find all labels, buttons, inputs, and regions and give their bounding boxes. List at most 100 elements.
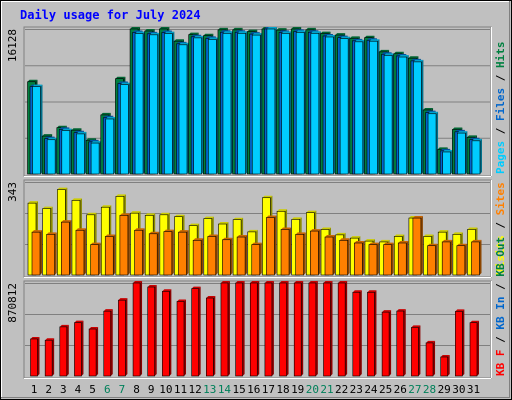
y-axis-max-label: 343 — [6, 182, 19, 202]
bar-sites-day-24 — [368, 242, 379, 276]
bar-kb-f-day-22 — [337, 281, 348, 377]
bar-kb-f-day-24 — [367, 290, 377, 377]
bar-sites-day-21 — [324, 235, 335, 276]
x-tick-label: 23 — [350, 383, 363, 396]
bar-kb-f-day-29 — [440, 354, 450, 377]
bar-sites-day-1 — [31, 230, 42, 276]
bar-sites-day-18 — [280, 227, 292, 276]
bar-kb-f-day-20 — [308, 281, 318, 377]
bars-bottom — [30, 281, 479, 377]
bar-pages-day-18 — [281, 31, 292, 175]
bar-kb-f-day-23 — [352, 290, 362, 377]
x-tick-label: 27 — [408, 383, 421, 396]
bar-kb-f-day-7 — [118, 298, 128, 377]
bar-kb-f-day-19 — [293, 281, 304, 377]
bar-sites-day-22 — [339, 238, 350, 276]
legend-item: / — [494, 121, 507, 141]
x-tick-label: 14 — [218, 383, 232, 396]
bar-sites-day-27 — [412, 216, 423, 276]
bar-pages-day-20 — [310, 31, 321, 175]
bar-kb-f-day-10 — [162, 289, 172, 377]
bar-pages-day-25 — [383, 53, 395, 175]
bar-pages-day-17 — [266, 27, 277, 175]
bars-top — [27, 27, 482, 175]
x-tick-label: 24 — [364, 383, 378, 396]
bar-pages-day-3 — [61, 128, 72, 175]
y-axis-max-label: 16128 — [6, 29, 19, 62]
y-axis-max-label: 870812 — [6, 283, 19, 323]
panel-bottom: 870812 KB F / KB In / KB Out — [6, 237, 507, 379]
panel-middle: 343 Visits / Sites — [6, 179, 507, 278]
bar-pages-day-28 — [427, 111, 439, 175]
bar-sites-day-29 — [441, 239, 453, 276]
bar-sites-day-31 — [471, 239, 482, 276]
x-tick-label: 25 — [379, 383, 392, 396]
legend-item: KB In — [494, 297, 507, 330]
legend-item: Hits — [494, 42, 507, 69]
bar-kb-f-day-13 — [206, 296, 216, 377]
panel-legend: KB F / KB In / KB Out — [494, 237, 507, 376]
bar-sites-day-7 — [119, 213, 130, 276]
bar-sites-day-10 — [163, 229, 174, 276]
bar-pages-day-6 — [105, 116, 116, 175]
bar-kb-f-day-31 — [469, 320, 479, 377]
x-tick-label: 16 — [247, 383, 260, 396]
bar-pages-day-4 — [76, 131, 87, 175]
bar-kb-f-day-18 — [279, 281, 289, 377]
bar-kb-f-day-11 — [176, 299, 186, 377]
bar-kb-f-day-3 — [59, 324, 69, 377]
bar-sites-day-20 — [310, 229, 321, 276]
bar-kb-f-day-17 — [264, 281, 274, 377]
x-tick-label: 31 — [467, 383, 480, 396]
bar-pages-day-5 — [90, 141, 102, 175]
bar-pages-day-22 — [339, 36, 351, 175]
bar-sites-day-23 — [353, 241, 365, 276]
bar-sites-day-13 — [207, 234, 218, 276]
x-axis-labels: 1 2 3 4 5 6 7 8 9 10 11 12 13 14 15 16 17 18 19 20 21 22 23 24 2… — [31, 383, 480, 396]
bar-kb-f-day-5 — [88, 327, 99, 377]
bar-pages-day-27 — [413, 59, 424, 175]
x-tick-label: 30 — [452, 383, 465, 396]
bar-pages-day-26 — [398, 55, 409, 175]
bar-sites-day-16 — [251, 242, 262, 276]
bar-pages-day-9 — [149, 32, 160, 175]
x-tick-label: 9 — [148, 383, 155, 396]
bar-kb-f-day-26 — [396, 309, 406, 377]
x-tick-label: 21 — [320, 383, 333, 396]
x-tick-label: 1 — [31, 383, 38, 396]
bar-kb-f-day-1 — [30, 336, 40, 377]
bar-kb-f-day-12 — [191, 286, 201, 377]
x-tick-label: 29 — [438, 383, 451, 396]
panel-top: 16128 Pages / Files / Hits — [6, 26, 507, 177]
chart-title: Daily usage for July 2024 — [20, 8, 201, 22]
bar-pages-day-12 — [193, 35, 204, 175]
legend-item: KB Out — [494, 237, 507, 277]
bar-pages-day-31 — [471, 138, 482, 175]
x-tick-label: 15 — [232, 383, 245, 396]
bar-kb-f-day-21 — [323, 281, 333, 377]
x-tick-label: 8 — [133, 383, 140, 396]
bar-pages-day-8 — [134, 31, 146, 175]
bar-pages-day-21 — [325, 34, 336, 175]
bar-sites-day-14 — [222, 237, 233, 276]
bar-sites-day-26 — [397, 241, 409, 276]
bar-sites-day-11 — [178, 230, 189, 276]
x-tick-label: 20 — [306, 383, 319, 396]
bar-kb-f-day-30 — [455, 309, 465, 377]
bar-kb-f-day-4 — [74, 320, 84, 377]
bar-sites-day-30 — [456, 243, 467, 276]
bar-kb-f-day-9 — [147, 285, 157, 377]
x-tick-label: 11 — [174, 383, 187, 396]
bar-pages-day-30 — [457, 131, 468, 175]
bar-kb-f-day-14 — [220, 281, 230, 377]
chart-panels: 16128 Pages / Files / Hits 343 Visits / Sit… — [6, 26, 507, 379]
x-tick-label: 17 — [262, 383, 275, 396]
bar-pages-day-29 — [442, 149, 453, 175]
x-tick-label: 12 — [189, 383, 202, 396]
legend-item: KB F — [494, 350, 507, 377]
bar-sites-day-5 — [90, 242, 101, 276]
x-tick-label: 3 — [60, 383, 67, 396]
x-tick-label: 22 — [335, 383, 348, 396]
bar-pages-day-13 — [208, 37, 219, 175]
